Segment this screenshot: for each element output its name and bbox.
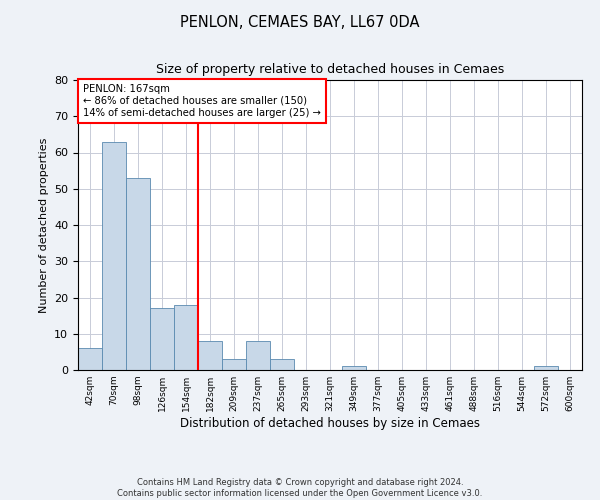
Bar: [126, 178, 150, 370]
Bar: [78, 348, 102, 370]
Bar: [342, 366, 366, 370]
Bar: [270, 359, 294, 370]
Text: Contains HM Land Registry data © Crown copyright and database right 2024.
Contai: Contains HM Land Registry data © Crown c…: [118, 478, 482, 498]
X-axis label: Distribution of detached houses by size in Cemaes: Distribution of detached houses by size …: [180, 417, 480, 430]
Bar: [198, 341, 222, 370]
Bar: [150, 308, 174, 370]
Bar: [102, 142, 126, 370]
Bar: [222, 359, 246, 370]
Title: Size of property relative to detached houses in Cemaes: Size of property relative to detached ho…: [156, 63, 504, 76]
Text: PENLON: 167sqm
← 86% of detached houses are smaller (150)
14% of semi-detached h: PENLON: 167sqm ← 86% of detached houses …: [83, 84, 321, 117]
Text: PENLON, CEMAES BAY, LL67 0DA: PENLON, CEMAES BAY, LL67 0DA: [180, 15, 420, 30]
Bar: [534, 366, 558, 370]
Bar: [246, 341, 270, 370]
Bar: [174, 304, 198, 370]
Y-axis label: Number of detached properties: Number of detached properties: [38, 138, 49, 312]
